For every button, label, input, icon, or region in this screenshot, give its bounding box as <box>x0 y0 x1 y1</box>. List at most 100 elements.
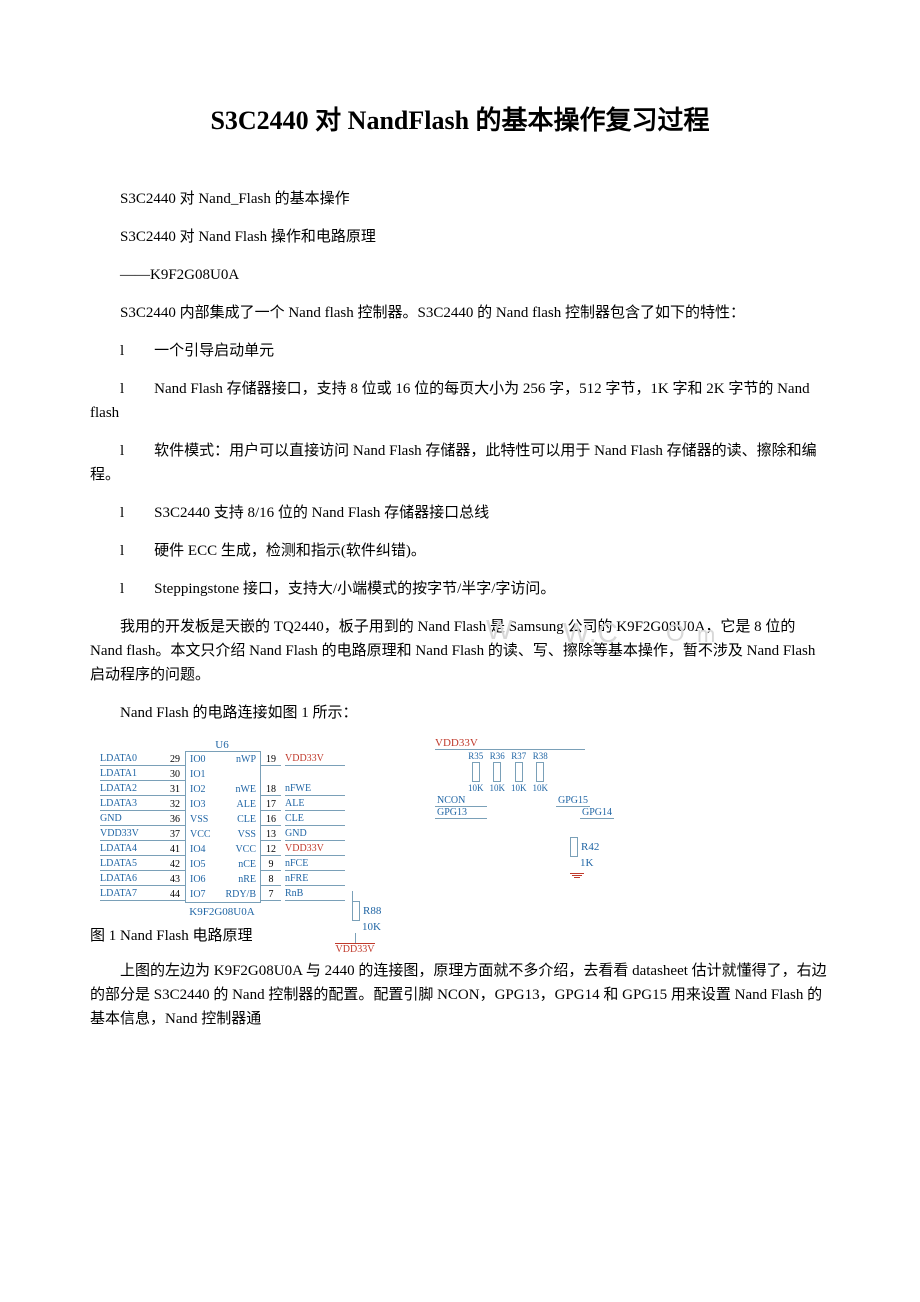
resistor: R3510K <box>468 751 484 793</box>
part-name: K9F2G08U0A <box>185 906 259 918</box>
net-label: CLE <box>285 813 345 826</box>
resistor-icon <box>536 762 544 782</box>
net-label: LDATA7 <box>100 888 165 901</box>
pin-number: 41 <box>165 844 185 856</box>
paragraph: ——K9F2G08U0A <box>90 263 830 287</box>
table-row: LDATA029 <box>100 751 185 766</box>
schematic-right: VDD33V R3510KR3610KR3710KR3810K NCON GPG… <box>435 739 614 918</box>
paragraph: 上图的左边为 K9F2G08U0A 与 2440 的连接图，原理方面就不多介绍，… <box>90 959 830 1031</box>
power-rail-label: VDD33V <box>335 943 375 955</box>
table-row: 13GND <box>261 826 345 841</box>
list-item: l 软件模式：用户可以直接访问 Nand Flash 存储器，此特性可以用于 N… <box>90 439 830 487</box>
figure-caption: 图 1 Nand Flash 电路原理 <box>90 924 830 945</box>
resistor-value: 10K <box>511 783 527 793</box>
chip-pin-row: IO2nWE <box>186 782 260 797</box>
table-row: LDATA130 <box>100 766 185 781</box>
resistor-label: R35 <box>468 751 484 761</box>
table-row: 17ALE <box>261 796 345 811</box>
chip-pin-label: IO1 <box>190 769 206 780</box>
list-item: l S3C2440 支持 8/16 位的 Nand Flash 存储器接口总线 <box>90 501 830 525</box>
resistor-icon <box>570 837 578 857</box>
net-label: VDD33V <box>285 753 345 766</box>
chip-pin-row: IO7RDY/B <box>186 887 260 902</box>
resistor-label: R37 <box>511 751 527 761</box>
pin-number: 9 <box>261 859 281 871</box>
chip-body: IO0nWPIO1IO2nWEIO3ALEVSSCLEVCCVSSIO4VCCI… <box>185 751 261 903</box>
net-label: LDATA4 <box>100 843 165 856</box>
chip-pin-row: VCCVSS <box>186 827 260 842</box>
table-row: 8nFRE <box>261 871 345 886</box>
net-label: LDATA0 <box>100 753 165 766</box>
pin-number: 43 <box>165 874 185 886</box>
net-label: nFWE <box>285 783 345 796</box>
net-label: nFCE <box>285 858 345 871</box>
schematic-left: U6 LDATA029LDATA130LDATA231LDATA332GND36… <box>100 739 345 918</box>
chip-pin-label: IO0 <box>190 754 206 765</box>
pin-number: 12 <box>261 844 281 856</box>
chip-pin-label: IO4 <box>190 844 206 855</box>
net-label: LDATA5 <box>100 858 165 871</box>
list-item: l Steppingstone 接口，支持大/小端模式的按字节/半字/字访问。 <box>90 577 830 601</box>
part-ref: U6 <box>185 739 259 751</box>
chip-pin-row: IO6nRE <box>186 872 260 887</box>
table-row: GND36 <box>100 811 185 826</box>
net-label: GPG15 <box>556 795 590 807</box>
document-title: S3C2440 对 NandFlash 的基本操作复习过程 <box>90 100 830 137</box>
table-row: 12 VDD33V <box>261 841 345 856</box>
chip-pin-label: VCC <box>190 829 211 840</box>
paragraph: S3C2440 对 Nand_Flash 的基本操作 <box>90 187 830 211</box>
table-row: LDATA332 <box>100 796 185 811</box>
chip-pin-row: IO4 VCC <box>186 842 260 857</box>
list-item: l 硬件 ECC 生成，检测和指示(软件纠错)。 <box>90 539 830 563</box>
list-item: l 一个引导启动单元 <box>90 339 830 363</box>
net-label: GND <box>100 813 165 826</box>
table-row: LDATA542 <box>100 856 185 871</box>
pin-number: 7 <box>261 889 281 901</box>
resistor: R3810K <box>533 751 549 793</box>
table-row: LDATA231 <box>100 781 185 796</box>
chip-pin-label: IO3 <box>190 799 206 810</box>
chip-pin-row: IO3ALE <box>186 797 260 812</box>
net-label: GPG14 <box>580 807 614 819</box>
net-label: VDD33V <box>285 843 345 856</box>
pin-number: 42 <box>165 859 185 871</box>
chip-pin-label: RDY/B <box>225 889 256 900</box>
net-label: RnB <box>285 888 345 901</box>
paragraph: Nand Flash 的电路连接如图 1 所示： <box>90 701 830 725</box>
paragraph: 我用的开发板是天嵌的 TQ2440，板子用到的 Nand Flash 是 Sam… <box>90 615 830 687</box>
table-row: 16 CLE <box>261 811 345 826</box>
list-item: l Nand Flash 存储器接口，支持 8 位或 16 位的每页大小为 25… <box>90 377 830 425</box>
power-rail-label: VDD33V <box>435 737 478 749</box>
table-row: 18nFWE <box>261 781 345 796</box>
chip-pin-label: nWE <box>235 784 256 795</box>
resistor-icon <box>472 762 480 782</box>
resistor-icon <box>352 901 360 921</box>
table-row: VDD33V37 <box>100 826 185 841</box>
resistor: R3610K <box>490 751 506 793</box>
paragraph: S3C2440 对 Nand Flash 操作和电路原理 <box>90 225 830 249</box>
pin-number: 8 <box>261 874 281 886</box>
net-label: LDATA3 <box>100 798 165 811</box>
resistor-value: 10K <box>490 783 506 793</box>
resistor-value: 1K <box>580 857 614 869</box>
table-row: LDATA643 <box>100 871 185 886</box>
table-row: 19 VDD33V <box>261 751 345 766</box>
pin-number: 32 <box>165 799 185 811</box>
net-label: VDD33V <box>100 828 165 841</box>
chip-pin-label: IO5 <box>190 859 206 870</box>
document-page: S3C2440 对 NandFlash 的基本操作复习过程 S3C2440 对 … <box>0 0 920 1085</box>
net-label: LDATA1 <box>100 768 165 781</box>
net-label <box>285 780 345 781</box>
chip-pin-label: nWP <box>236 754 256 765</box>
chip-pin-label: nCE <box>238 859 256 870</box>
net-label: NCON <box>435 795 487 807</box>
pin-number: 17 <box>261 799 281 811</box>
table-row <box>261 766 345 781</box>
pin-number: 16 <box>261 814 281 826</box>
schematic-figure: U6 LDATA029LDATA130LDATA231LDATA332GND36… <box>90 739 830 918</box>
pin-number: 19 <box>261 754 281 766</box>
chip-pin-label: CLE <box>237 814 256 825</box>
pin-number: 30 <box>165 769 185 781</box>
chip-pin-label: VCC <box>235 844 256 855</box>
resistor-label: R38 <box>533 751 549 761</box>
